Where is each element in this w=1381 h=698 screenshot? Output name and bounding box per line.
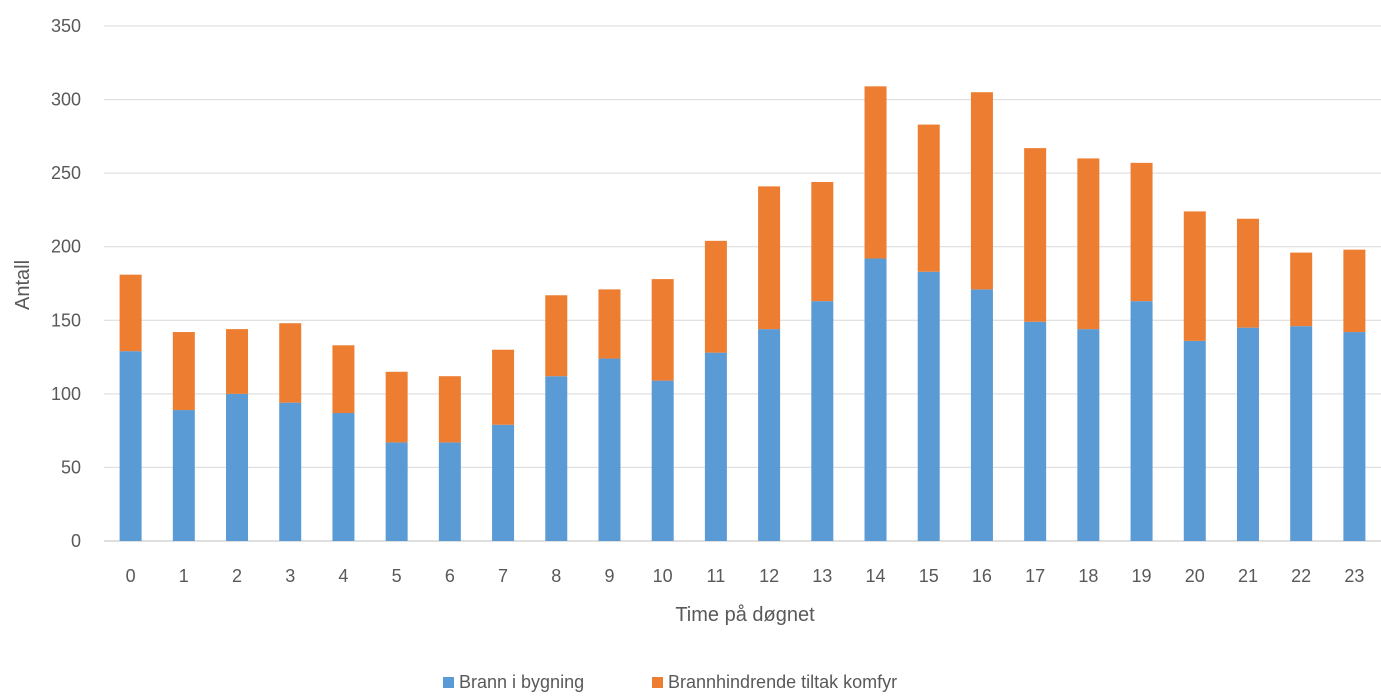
x-tick-label: 13 xyxy=(812,566,832,586)
bar-segment-brannhindrende-tiltak-komfyr xyxy=(119,274,142,352)
x-tick-label: 21 xyxy=(1238,566,1258,586)
bar-segment-brannhindrende-tiltak-komfyr xyxy=(1077,158,1100,330)
gridlines xyxy=(104,25,1381,542)
bar-segment-brannhindrende-tiltak-komfyr xyxy=(172,332,195,411)
y-tick-label: 100 xyxy=(51,384,81,404)
legend-label: Brann i bygning xyxy=(459,672,584,692)
y-tick-label: 50 xyxy=(61,457,81,477)
x-tick-label: 23 xyxy=(1344,566,1364,586)
bar-segment-brannhindrende-tiltak-komfyr xyxy=(598,289,621,359)
y-tick-label: 200 xyxy=(51,237,81,257)
y-tick-label: 250 xyxy=(51,163,81,183)
bar-segment-brannhindrende-tiltak-komfyr xyxy=(226,329,249,394)
bar-segment-brannhindrende-tiltak-komfyr xyxy=(864,86,887,259)
bar-segment-brannhindrende-tiltak-komfyr xyxy=(651,279,674,381)
bar-segment-brann-i-bygning xyxy=(172,410,195,541)
x-tick-label: 20 xyxy=(1185,566,1205,586)
bar-segment-brann-i-bygning xyxy=(385,442,408,541)
legend-swatch xyxy=(652,677,663,688)
bar-segment-brannhindrende-tiltak-komfyr xyxy=(279,323,302,403)
y-tick-label: 0 xyxy=(71,531,81,551)
x-tick-label: 14 xyxy=(866,566,886,586)
bar-segment-brannhindrende-tiltak-komfyr xyxy=(917,124,940,272)
bar-segment-brann-i-bygning xyxy=(492,424,515,541)
x-tick-label: 7 xyxy=(498,566,508,586)
bar-segment-brannhindrende-tiltak-komfyr xyxy=(1236,218,1259,328)
bar-segment-brann-i-bygning xyxy=(1130,301,1153,541)
bar-segment-brann-i-bygning xyxy=(758,329,781,541)
bar-segment-brannhindrende-tiltak-komfyr xyxy=(1183,211,1206,341)
y-tick-label: 150 xyxy=(51,310,81,330)
legend-swatch xyxy=(443,677,454,688)
x-tick-label: 4 xyxy=(338,566,348,586)
x-tick-label: 9 xyxy=(604,566,614,586)
x-tick-label: 16 xyxy=(972,566,992,586)
x-tick-label: 11 xyxy=(707,566,726,586)
x-axis-ticks: 0 1 2 3 4 5 6 7 8 9 10 11 12 13 14 15 16 17 18 19 20 21 22 23 xyxy=(126,566,1365,586)
x-tick-label: 5 xyxy=(392,566,402,586)
y-axis-ticks: 0 50 100 150 200 250 300 350 xyxy=(51,16,81,551)
x-tick-label: 17 xyxy=(1025,566,1045,586)
bar-segment-brann-i-bygning xyxy=(917,271,940,541)
bar-segment-brann-i-bygning xyxy=(1236,327,1259,541)
x-tick-label: 22 xyxy=(1291,566,1311,586)
bar-segment-brann-i-bygning xyxy=(1183,340,1206,541)
bar-segment-brannhindrende-tiltak-komfyr xyxy=(492,349,515,425)
bar-segment-brann-i-bygning xyxy=(1290,326,1313,541)
bar-segment-brannhindrende-tiltak-komfyr xyxy=(332,345,355,413)
y-axis-title: Antall xyxy=(12,260,34,310)
bar-segment-brann-i-bygning xyxy=(704,352,727,541)
bar-segment-brann-i-bygning xyxy=(811,301,834,541)
bar-segment-brannhindrende-tiltak-komfyr xyxy=(811,181,834,302)
bar-segment-brannhindrende-tiltak-komfyr xyxy=(545,295,568,377)
y-tick-label: 300 xyxy=(51,90,81,110)
bars xyxy=(119,86,1366,541)
bar-segment-brannhindrende-tiltak-komfyr xyxy=(1024,148,1047,322)
x-tick-label: 3 xyxy=(285,566,295,586)
x-tick-label: 12 xyxy=(759,566,779,586)
x-tick-label: 1 xyxy=(179,566,189,586)
x-tick-label: 6 xyxy=(445,566,455,586)
bar-segment-brannhindrende-tiltak-komfyr xyxy=(758,186,781,330)
bar-segment-brann-i-bygning xyxy=(279,402,302,541)
x-tick-label: 0 xyxy=(126,566,136,586)
x-axis-title: Time på døgnet xyxy=(675,604,815,626)
legend-label: Brannhindrende tiltak komfyr xyxy=(668,672,897,692)
x-tick-label: 2 xyxy=(232,566,242,586)
x-tick-label: 19 xyxy=(1132,566,1152,586)
bar-segment-brannhindrende-tiltak-komfyr xyxy=(1290,252,1313,327)
bar-segment-brann-i-bygning xyxy=(332,412,355,541)
x-tick-label: 18 xyxy=(1078,566,1098,586)
bar-segment-brannhindrende-tiltak-komfyr xyxy=(970,92,993,290)
x-tick-label: 15 xyxy=(919,566,939,586)
legend: Brann i bygning Brannhindrende tiltak kom… xyxy=(443,672,897,692)
bar-segment-brann-i-bygning xyxy=(970,289,993,541)
x-tick-label: 10 xyxy=(653,566,673,586)
bar-segment-brann-i-bygning xyxy=(119,351,142,541)
bar-segment-brann-i-bygning xyxy=(1343,332,1366,541)
bar-segment-brannhindrende-tiltak-komfyr xyxy=(438,376,461,443)
bar-segment-brann-i-bygning xyxy=(598,358,621,541)
bar-segment-brannhindrende-tiltak-komfyr xyxy=(385,371,408,443)
bar-segment-brann-i-bygning xyxy=(226,393,249,541)
bar-segment-brann-i-bygning xyxy=(1077,329,1100,541)
bar-segment-brann-i-bygning xyxy=(545,376,568,541)
bar-segment-brann-i-bygning xyxy=(651,380,674,541)
bar-segment-brann-i-bygning xyxy=(864,258,887,541)
bar-segment-brannhindrende-tiltak-komfyr xyxy=(1343,249,1366,333)
bar-segment-brannhindrende-tiltak-komfyr xyxy=(1130,162,1153,302)
bar-segment-brann-i-bygning xyxy=(438,442,461,541)
bar-segment-brann-i-bygning xyxy=(1024,321,1047,541)
y-tick-label: 350 xyxy=(51,16,81,36)
x-tick-label: 8 xyxy=(551,566,561,586)
bar-segment-brannhindrende-tiltak-komfyr xyxy=(704,240,727,353)
